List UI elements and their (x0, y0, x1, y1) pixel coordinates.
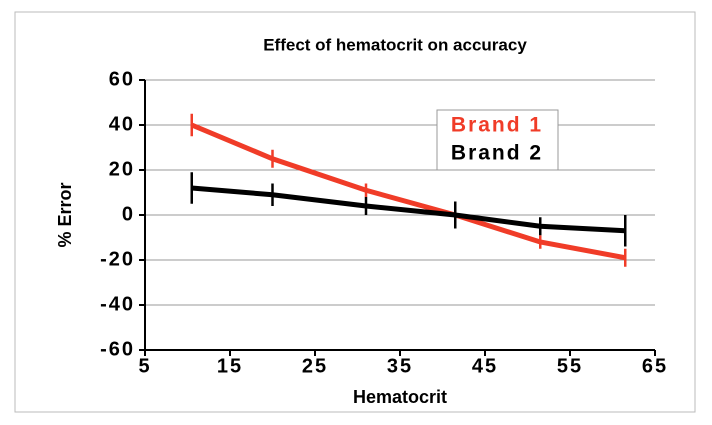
y-tick-label: 0 (122, 203, 135, 225)
x-tick-label: 15 (217, 355, 243, 377)
y-tick-label: -60 (100, 338, 135, 360)
series-line (191, 185, 626, 234)
frame (14, 11, 696, 413)
x-tick-label: 55 (557, 355, 583, 377)
y-tick-label: 20 (109, 158, 135, 180)
series-line (190, 122, 626, 261)
legend-label: Brand 1 (451, 114, 543, 137)
x-axis-label: Hematocrit (353, 387, 447, 407)
y-tick-label: 40 (109, 113, 135, 135)
y-tick-label: 60 (109, 68, 135, 90)
legend-box (436, 109, 559, 171)
chart-title: Effect of hematocrit on accuracy (263, 35, 527, 54)
x-tick-label: 45 (472, 355, 498, 377)
x-tick-label: 35 (387, 355, 413, 377)
y-tick-label: -20 (100, 248, 135, 270)
x-tick-label: 5 (138, 355, 151, 377)
x-tick-label: 25 (302, 355, 328, 377)
y-axis-label: % Error (55, 182, 75, 247)
x-tick-label: 65 (642, 355, 668, 377)
legend-label: Brand 2 (451, 142, 543, 165)
y-tick-label: -40 (100, 293, 135, 315)
